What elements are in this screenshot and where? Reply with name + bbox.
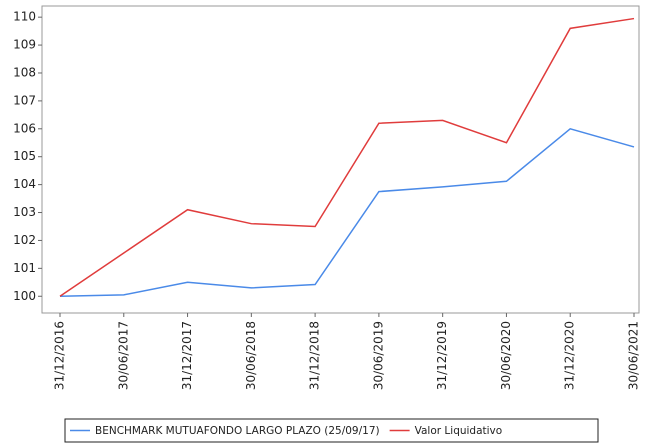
- y-tick-label: 109: [13, 38, 36, 52]
- line-series: [59, 17, 635, 297]
- x-tick-label: 31/12/2019: [435, 321, 449, 390]
- y-tick-label: 106: [13, 121, 36, 135]
- x-tick-label: 30/06/2019: [371, 321, 385, 390]
- x-tick-label: 31/12/2018: [308, 321, 322, 390]
- y-tick-label: 104: [13, 177, 36, 191]
- legend-box: [64, 418, 599, 443]
- plot-frame: [41, 5, 640, 314]
- y-tick-label: 103: [13, 205, 36, 219]
- y-tick-label: 100: [13, 289, 36, 303]
- legend-label: BENCHMARK MUTUAFONDO LARGO PLAZO (25/09/…: [95, 425, 380, 437]
- line-series: [59, 127, 635, 298]
- legend-label: Valor Liquidativo: [415, 425, 503, 437]
- y-tick-label: 101: [13, 261, 36, 275]
- x-tick-label: 31/12/2017: [180, 321, 194, 390]
- x-tick-label: 30/06/2017: [116, 321, 130, 390]
- y-tick-label: 110: [13, 10, 36, 24]
- x-tick-label: 31/12/2016: [53, 321, 67, 390]
- x-tick-label: 30/06/2018: [244, 321, 258, 390]
- x-tick-label: 31/12/2020: [563, 321, 577, 390]
- x-tick-label: 30/06/2021: [627, 321, 641, 390]
- x-tick-label: 30/06/2020: [499, 321, 513, 390]
- y-tick-label: 108: [13, 65, 36, 79]
- y-tick-label: 105: [13, 149, 36, 163]
- y-tick-label: 107: [13, 93, 36, 107]
- y-tick-label: 102: [13, 233, 36, 247]
